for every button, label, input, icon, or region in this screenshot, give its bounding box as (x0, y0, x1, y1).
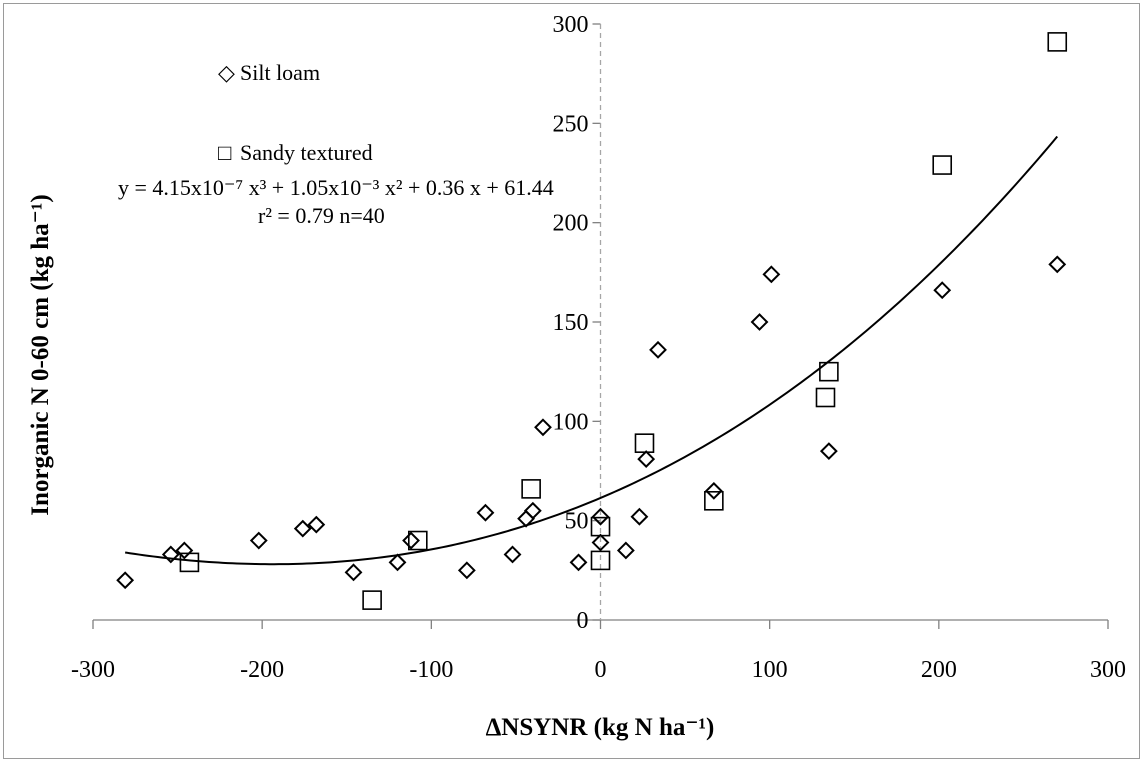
silt-loam-point (630, 507, 649, 526)
silt-loam-point (750, 313, 769, 331)
silt-loam-point (637, 450, 656, 468)
x-tick-label: 300 (1090, 657, 1126, 683)
sandy-textured-point (521, 479, 541, 499)
x-tick-label: -100 (409, 657, 453, 683)
sandy-textured-point (179, 552, 200, 573)
tick-labels: -300 -200 -100 0 100 200 300 0 50 100 150 200 250 300 (71, 12, 1126, 683)
silt-loam-point (591, 507, 610, 526)
silt-loam-point (307, 515, 326, 534)
silt-loam-point (569, 553, 588, 572)
silt-loam-point (344, 563, 363, 582)
legend-marker-silt-loam: ◇ (218, 60, 235, 85)
silt-loam-point (704, 481, 723, 500)
y-tick-label: 0 (577, 608, 589, 634)
silt-loam-point (116, 571, 135, 590)
y-tick-label: 50 (565, 509, 589, 535)
legend: ◇ Silt loam □ Sandy textured (218, 60, 373, 165)
silt-loam-point (388, 553, 407, 572)
silt-loam-point (534, 418, 552, 437)
sandy-textured-point (932, 155, 953, 175)
silt-loam-point (457, 561, 476, 580)
silt-loam-point (476, 503, 495, 522)
chart-frame (3, 3, 1140, 759)
y-tick-label: 300 (553, 12, 589, 38)
legend-marker-sandy: □ (218, 140, 231, 165)
silt-loam-point (249, 531, 268, 550)
sandy-textured-point (819, 361, 839, 382)
x-tick-label: 0 (595, 657, 607, 683)
y-tick-label: 200 (553, 211, 589, 237)
sandy-textured-point (590, 550, 611, 571)
sandy-textured-point (590, 516, 611, 537)
y-axis-title: Inorganic N 0-60 cm (kg ha⁻¹) (27, 194, 54, 515)
sandy-textured-point (407, 530, 428, 551)
sandy-textured-point (634, 433, 655, 453)
silt-loam-point (161, 545, 180, 564)
silt-loam-point (402, 531, 420, 550)
sandy-textured-point (362, 590, 382, 610)
legend-label-sandy: Sandy textured (240, 140, 373, 165)
silt-loam-point (523, 501, 542, 520)
y-tick-label: 250 (553, 111, 589, 137)
silt-loam-point (649, 340, 667, 359)
silt-loam-point (175, 541, 194, 560)
x-tick-label: -300 (71, 657, 115, 683)
silt-loam-point (1048, 255, 1067, 274)
trend-curve (124, 135, 1059, 566)
sandy-textured-point (704, 490, 724, 511)
y-tick-label: 100 (553, 409, 589, 435)
regression-equation: y = 4.15x10⁻⁷ x³ + 1.05x10⁻³ x² + 0.36 x… (118, 175, 554, 200)
legend-label-silt-loam: Silt loam (240, 60, 320, 85)
silt-loam-point (762, 265, 781, 284)
x-tick-label: 200 (921, 657, 957, 683)
silt-loam-point (591, 533, 610, 552)
data-points (116, 32, 1068, 610)
sandy-textured-point (815, 387, 836, 408)
x-axis-title: ΔNSYNR (kg N ha⁻¹) (486, 714, 715, 741)
silt-loam-point (293, 519, 312, 538)
fit-curve (124, 135, 1059, 566)
x-tick-label: 100 (752, 657, 788, 683)
silt-loam-point (933, 281, 952, 300)
silt-loam-point (819, 442, 838, 461)
regression-stats: r² = 0.79 n=40 (258, 203, 385, 228)
sandy-textured-point (1047, 32, 1068, 52)
silt-loam-point (616, 541, 635, 560)
x-tick-label: -200 (240, 657, 284, 683)
silt-loam-point (503, 545, 522, 564)
y-tick-label: 150 (553, 310, 589, 336)
